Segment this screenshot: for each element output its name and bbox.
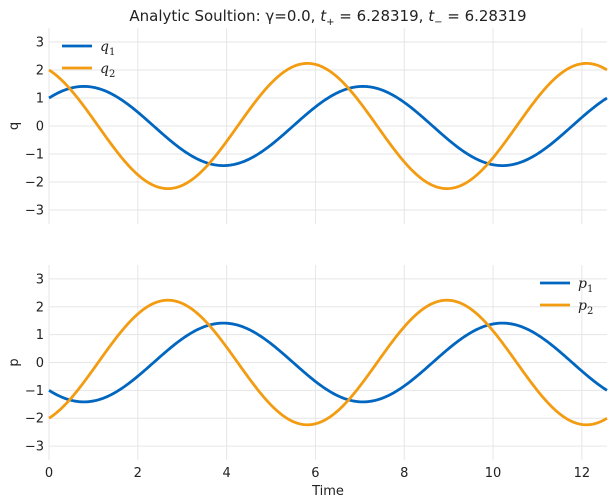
x-tick-label: 10 [485, 466, 502, 481]
y-tick-label: 0 [36, 356, 44, 371]
q-panel: −3 −2 −1 0 1 2 3 q q1 q2 [7, 28, 608, 224]
x-tick-label: 6 [311, 466, 319, 481]
series-line-q1 [48, 85, 608, 167]
x-axis-label: Time [311, 484, 344, 499]
y-tick-label: 2 [36, 64, 44, 79]
y-tick-label: 3 [36, 36, 44, 51]
y-tick-label: −3 [25, 204, 44, 219]
y-tick-label: −1 [25, 384, 44, 399]
y-tick-label: −1 [25, 148, 44, 163]
legend-label: p2 [578, 298, 593, 317]
y-tick-label: −2 [25, 176, 44, 191]
x-tick-label: 0 [45, 466, 53, 481]
series-line-q2 [48, 61, 608, 191]
y-tick-label: −3 [25, 440, 44, 455]
legend-label: q1 [100, 39, 115, 58]
y-tick-label: 1 [36, 328, 44, 343]
y-axis-label: p [7, 358, 22, 366]
legend-label: q2 [100, 61, 115, 80]
y-tick-label: −2 [25, 412, 44, 427]
x-tick-label: 8 [400, 466, 408, 481]
series-line-p1 [48, 321, 608, 404]
y-tick-label: 1 [36, 92, 44, 107]
y-tick-label: 2 [36, 300, 44, 315]
y-axis-label: q [7, 122, 22, 130]
y-tick-label: 0 [36, 120, 44, 135]
y-tick-label: 3 [36, 272, 44, 287]
legend-label: p1 [578, 276, 593, 295]
x-tick-label: 4 [222, 466, 230, 481]
x-tick-label: 2 [134, 466, 142, 481]
x-tick-label: 12 [574, 466, 591, 481]
series-line-p2 [48, 298, 608, 427]
chart-title: Analytic Soultion: γ=0.0, t+ = 6.28319, … [129, 7, 526, 28]
